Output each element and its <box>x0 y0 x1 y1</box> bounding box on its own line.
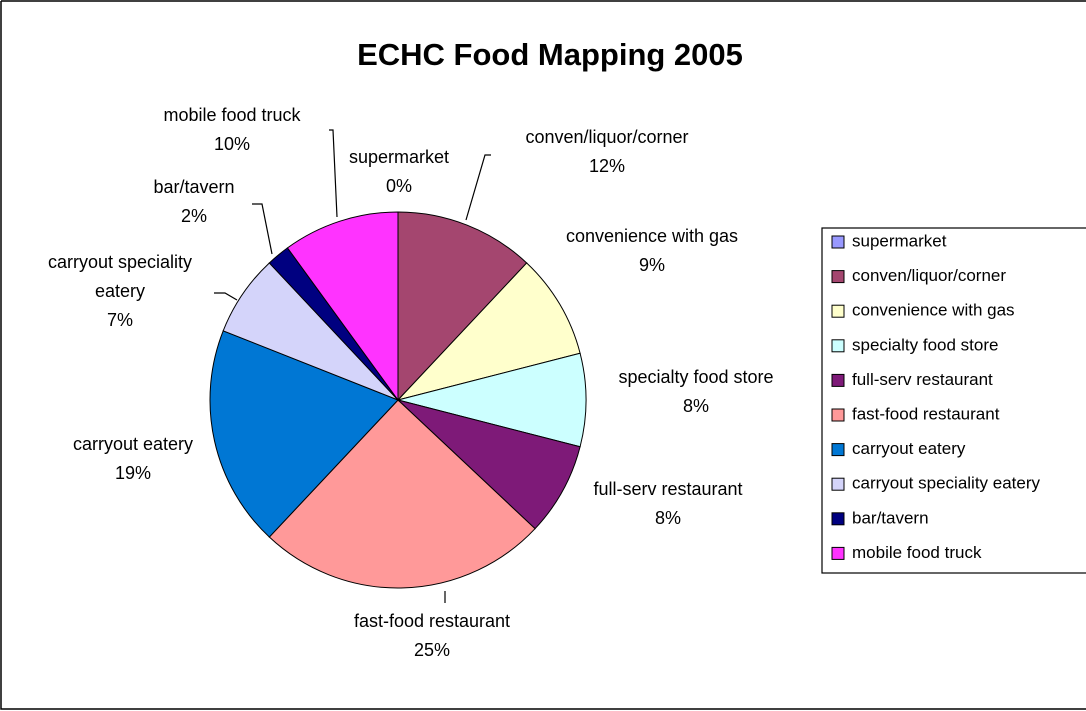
data-label-value: 25% <box>413 640 451 660</box>
data-label-value: 9% <box>638 255 665 275</box>
data-label-value: 7% <box>106 310 133 330</box>
legend-label: specialty food store <box>852 335 998 354</box>
data-label: full-serv restaurant 8% <box>568 475 768 533</box>
data-label-value: 8% <box>682 396 709 416</box>
legend-label: carryout speciality eatery <box>852 474 1041 493</box>
data-label-value: 2% <box>180 206 207 226</box>
data-label: conven/liquor/corner 12% <box>507 123 707 181</box>
data-label-name: convenience with gas <box>565 226 739 246</box>
data-label-name: fast-food restaurant <box>353 611 511 631</box>
legend-label: bar/tavern <box>852 508 929 527</box>
data-label-name: supermarket <box>348 147 450 167</box>
pie-slice <box>396 262 581 401</box>
leader-lines <box>214 129 491 603</box>
data-label-value: 8% <box>654 508 681 528</box>
pie-slice <box>268 399 536 589</box>
data-label: bar/tavern 2% <box>134 173 254 231</box>
legend-swatch <box>831 512 845 526</box>
data-label: specialty food store 8% <box>591 363 801 421</box>
legend-label: fast-food restaurant <box>852 404 1000 423</box>
data-label-name: carryout eatery <box>72 434 194 454</box>
data-label-value: 12% <box>588 156 626 176</box>
pie-slice <box>397 352 587 448</box>
data-label: carryout eatery 19% <box>43 430 223 488</box>
legend-label: carryout eatery <box>852 439 966 458</box>
legend-swatch <box>831 270 845 284</box>
legend-box <box>821 227 1086 574</box>
pie <box>209 211 587 589</box>
leader-line <box>214 292 238 301</box>
legend-swatch <box>831 339 845 353</box>
data-label-name: conven/liquor/corner <box>525 127 689 147</box>
legend-swatch <box>831 443 845 457</box>
data-label-name: bar/tavern <box>153 177 235 197</box>
legend-swatch <box>831 235 845 249</box>
chart-title: ECHC Food Mapping 2005 <box>357 37 743 72</box>
legend-label: conven/liquor/corner <box>852 266 1006 285</box>
data-label-name: full-serv restaurant <box>593 479 743 499</box>
legend-label: supermarket <box>852 231 947 250</box>
data-label: carryout speciality eatery 7% <box>25 248 215 335</box>
legend-swatch <box>831 546 845 560</box>
legend-label: full-serv restaurant <box>852 370 993 389</box>
data-label: convenience with gas 9% <box>565 222 740 280</box>
pie-slice <box>286 211 399 402</box>
data-label: fast-food restaurant 25% <box>322 607 542 665</box>
data-label-value: 10% <box>213 134 251 154</box>
legend-swatch <box>831 477 845 491</box>
legend-label: mobile food truck <box>852 543 982 562</box>
legend-swatch <box>831 373 845 387</box>
legend-label: convenience with gas <box>852 301 1015 320</box>
leader-line <box>329 129 338 218</box>
data-label-name: specialty food store <box>618 367 774 387</box>
pie-slice <box>209 330 399 538</box>
pie-slice <box>397 211 528 402</box>
data-label-name: carryout speciality eatery <box>47 252 193 301</box>
data-label: mobile food truck 10% <box>137 101 327 159</box>
legend-swatch <box>831 408 845 422</box>
data-label-value: 19% <box>114 463 152 483</box>
leader-line <box>252 203 273 255</box>
data-label-value: 0% <box>385 176 412 196</box>
data-label-name: mobile food truck <box>163 105 301 125</box>
leader-line <box>465 154 491 221</box>
legend-swatch <box>831 304 845 318</box>
pie-slice <box>397 399 581 530</box>
data-label: supermarket 0% <box>329 143 469 201</box>
